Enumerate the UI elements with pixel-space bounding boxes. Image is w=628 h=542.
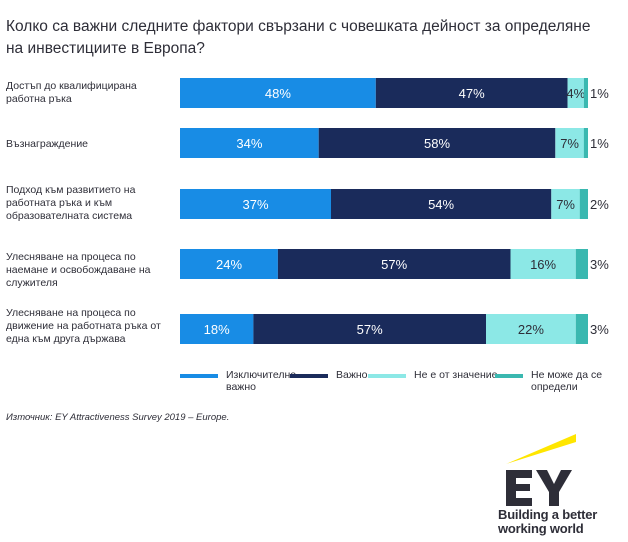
data-label: 3%: [590, 322, 609, 337]
bar-segment: [375, 78, 568, 108]
bar-segment: [579, 189, 588, 219]
bar-segment: [318, 128, 556, 158]
bar-segment: [486, 314, 576, 344]
bar-segment: [510, 249, 576, 279]
bar-segment: [253, 314, 486, 344]
data-label: 4%: [566, 86, 585, 101]
category-label: Подход към развитието на работната ръка …: [6, 184, 136, 222]
category-label: Улесняване на процеса по наемане и освоб…: [6, 251, 151, 289]
bar-segment: [555, 128, 584, 158]
legend-item-important: Важно: [290, 369, 416, 381]
data-label: 3%: [590, 257, 609, 272]
stacked-bar-chart: 48% 47% 4% 1% 34% 58% 7% 1% 37% 54% 7% 2% 24% 57% 16% 3…: [180, 78, 609, 344]
data-label: 54%: [428, 197, 454, 212]
bar-segment: [180, 128, 319, 158]
legend-label: Не е от значение: [414, 369, 498, 381]
legend-swatch: [495, 374, 523, 378]
tagline-line-2: working world: [498, 521, 584, 536]
bar-segment: [277, 249, 511, 279]
data-label: 18%: [204, 322, 230, 337]
chart-title: Колко са важни следните фактори свързани…: [6, 18, 591, 57]
legend-swatch: [180, 374, 218, 378]
bar-segment: [567, 78, 584, 108]
legend-label: Не може да се определи: [531, 369, 603, 393]
bar-segment: [331, 189, 552, 219]
data-label: 2%: [590, 197, 609, 212]
data-label: 48%: [265, 86, 291, 101]
legend-swatch: [368, 374, 406, 378]
legend-label: Изключително важно: [226, 369, 297, 393]
data-label: 37%: [242, 197, 268, 212]
data-label: 1%: [590, 136, 609, 151]
legend-swatch: [290, 374, 328, 378]
data-label: 1%: [590, 86, 609, 101]
category-label: Достъп до квалифицирана работна ръка: [6, 80, 137, 105]
data-label: 57%: [381, 257, 407, 272]
bar-segment: [575, 249, 588, 279]
bar-segment: [551, 189, 580, 219]
legend-label: Важно: [336, 369, 368, 381]
ey-logo: [506, 434, 576, 506]
ey-logo-beam-icon: [506, 434, 576, 464]
data-label: 16%: [530, 257, 556, 272]
data-label: 24%: [216, 257, 242, 272]
bar-segment: [583, 78, 588, 108]
legend-item-cannot-determine: Не може да се определи: [495, 369, 611, 393]
data-label: 58%: [424, 136, 450, 151]
data-label: 7%: [556, 197, 575, 212]
bar-segment: [180, 78, 376, 108]
category-label: Възнаграждение: [6, 138, 89, 150]
ey-tagline: Building a better working world: [498, 508, 597, 536]
bar-segment: [180, 249, 278, 279]
legend-item-extremely-important: Изключително важно: [180, 369, 306, 393]
data-label: 22%: [518, 322, 544, 337]
bar-segment: [575, 314, 588, 344]
ey-logo-letters-icon: [506, 470, 572, 506]
category-label: Улесняване на процеса по движение на раб…: [6, 307, 161, 345]
data-label: 7%: [560, 136, 579, 151]
bar-segment: [180, 189, 331, 219]
bar-segment: [180, 314, 254, 344]
tagline-line-1: Building a better: [498, 507, 598, 522]
data-label: 47%: [459, 86, 485, 101]
legend-item-not-important: Не е от значение: [368, 369, 514, 381]
source-note: Източник: EY Attractiveness Survey 2019 …: [6, 412, 230, 423]
data-label: 34%: [236, 136, 262, 151]
bar-segment: [583, 128, 588, 158]
data-label: 57%: [357, 322, 383, 337]
